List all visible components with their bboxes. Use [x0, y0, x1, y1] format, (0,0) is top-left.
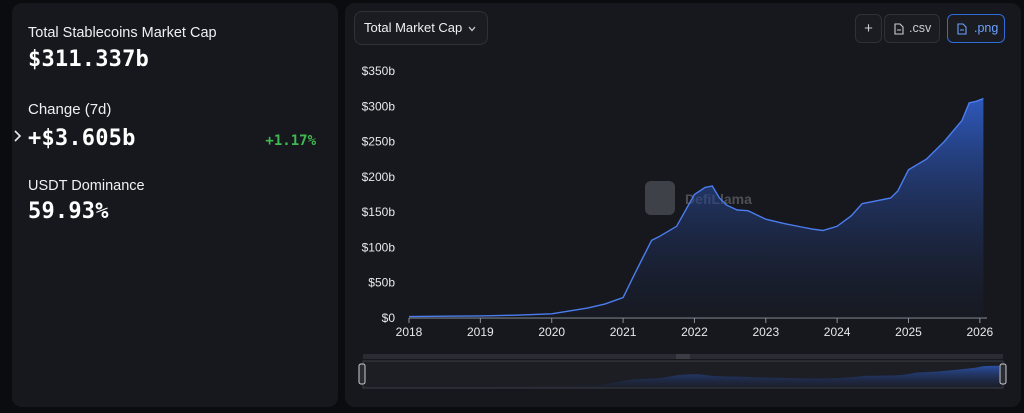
range-handle-right[interactable] — [999, 363, 1007, 385]
x-tick-label: 2021 — [610, 325, 637, 339]
x-tick-label: 2018 — [396, 325, 423, 339]
chevron-right-icon[interactable] — [12, 129, 22, 143]
y-tick-label: $200b — [362, 170, 396, 184]
y-tick-label: $50b — [368, 276, 395, 290]
x-tick-label: 2024 — [824, 325, 851, 339]
y-tick-label: $350b — [362, 64, 396, 78]
y-axis: $350b $300b $250b $200b $150b $100b $50b $0 — [362, 64, 396, 325]
add-button[interactable]: + — [855, 14, 882, 43]
usdt-dominance-value: 59.93% — [28, 199, 109, 224]
download-png-button[interactable]: .png — [947, 14, 1005, 43]
download-png-label: .png — [974, 21, 999, 35]
change-percent: +1.17% — [265, 133, 316, 149]
usdt-dominance-label: USDT Dominance — [28, 178, 145, 194]
llama-logo-icon — [645, 181, 675, 215]
file-icon — [894, 23, 904, 35]
total-market-cap-value: $311.337b — [28, 47, 150, 72]
change-label: Change (7d) — [28, 101, 112, 118]
x-tick-label: 2026 — [967, 325, 994, 339]
y-tick-label: $300b — [362, 99, 396, 113]
x-tick-label: 2020 — [538, 325, 565, 339]
chevron-down-icon — [468, 26, 476, 32]
market-cap-line — [408, 97, 984, 318]
y-tick-label: $150b — [362, 205, 396, 219]
y-tick-label: $0 — [382, 311, 396, 325]
range-handle-left[interactable] — [358, 363, 366, 385]
y-tick-label: $100b — [362, 240, 396, 254]
range-slider[interactable] — [358, 354, 1007, 389]
change-value: +$3.605b — [28, 126, 136, 151]
x-tick-label: 2023 — [752, 325, 779, 339]
x-tick-label: 2022 — [681, 325, 708, 339]
metric-dropdown[interactable]: Total Market Cap — [354, 11, 488, 45]
download-csv-button[interactable]: .csv — [884, 14, 940, 43]
overview-area — [363, 365, 999, 387]
x-axis: 2018 2019 2020 2021 2022 2023 2024 2025 2026 — [396, 317, 994, 339]
y-tick-label: $250b — [362, 135, 396, 149]
metric-dropdown-label: Total Market Cap — [364, 20, 463, 35]
market-cap-chart[interactable]: $350b $300b $250b $200b $150b $100b $50b $0 201… — [345, 3, 1021, 407]
market-cap-area — [409, 98, 984, 318]
range-slider-grip[interactable] — [676, 354, 690, 359]
x-tick-label: 2019 — [467, 325, 494, 339]
x-tick-label: 2025 — [895, 325, 922, 339]
download-csv-label: .csv — [909, 21, 932, 35]
stats-panel: Total Stablecoins Market Cap $311.337b C… — [12, 3, 338, 407]
chart-panel: Total Market Cap + .csv .png — [345, 3, 1021, 407]
image-file-icon — [957, 23, 967, 35]
total-market-cap-label: Total Stablecoins Market Cap — [28, 25, 217, 41]
